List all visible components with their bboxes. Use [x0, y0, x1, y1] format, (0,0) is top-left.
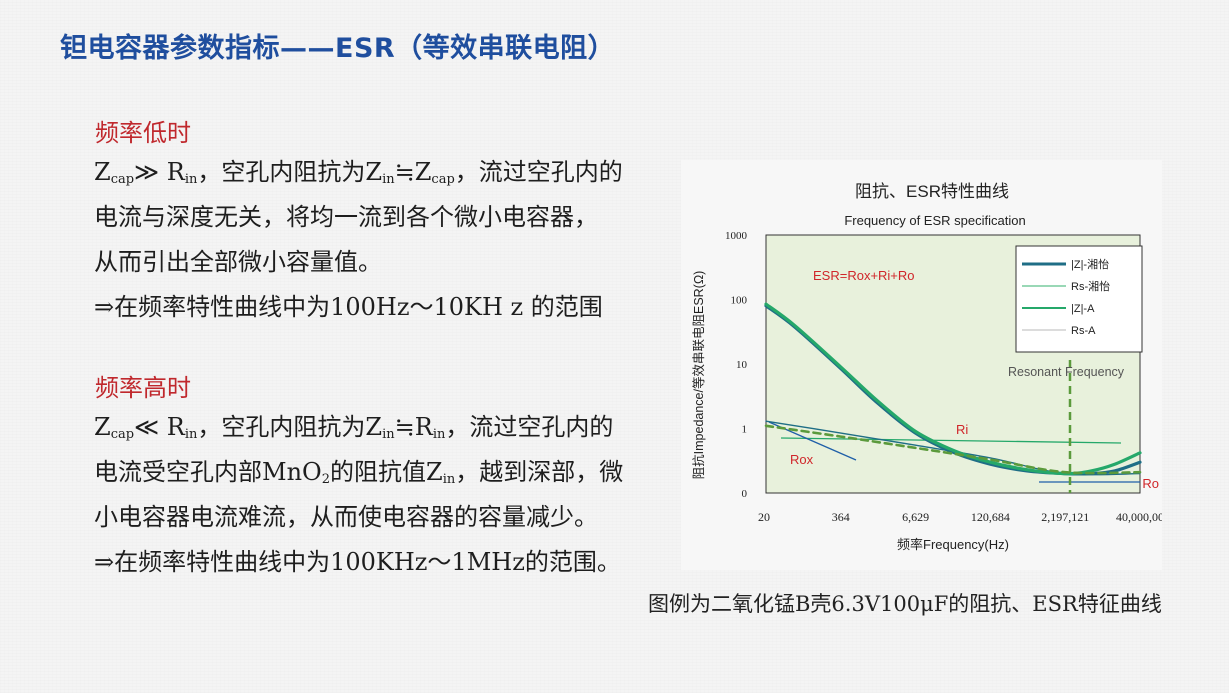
y-tick-label: 1000 — [725, 230, 748, 242]
legend-label: |Z|-A — [1071, 303, 1095, 315]
high-freq-line-3: 小电容器电流难流，从而使电容器的容量减少。 — [94, 503, 598, 531]
y-tick-label: 10 — [736, 359, 748, 371]
legend-label: Rs-湘怡 — [1071, 279, 1110, 293]
y-axis-label: 阻抗Impedance/等效串联电阻ESR(Ω) — [691, 271, 706, 480]
series-line-4 — [764, 424, 1142, 475]
ro-label: Ro — [1142, 476, 1159, 491]
series-layer — [764, 302, 1142, 476]
y-tick-label: 1 — [742, 424, 748, 436]
impedance-esr-chart: 阻抗、ESR特性曲线 Frequency of ESR specificatio… — [691, 182, 1170, 552]
low-freq-heading: 频率低时 — [95, 119, 191, 147]
x-axis-label: 频率Frequency(Hz) — [897, 537, 1009, 552]
chart-subtitle: Frequency of ESR specification — [844, 213, 1025, 228]
chart-card: 阻抗、ESR特性曲线 Frequency of ESR specificatio… — [681, 160, 1170, 570]
rox-label: Rox — [790, 452, 814, 467]
x-tick-label: 6,629 — [902, 510, 929, 524]
high-freq-paragraph: Zcap≪ Rin，空孔内阻抗为Zin≒Rin，流过空孔内的 电流受空孔内部Mn… — [94, 405, 623, 585]
x-tick-label: 364 — [832, 510, 850, 524]
high-freq-line-2: 电流受空孔内部MnO2的阻抗值Zin，越到深部，微 — [94, 458, 624, 487]
x-tick-label: 120,684 — [971, 510, 1010, 524]
legend-label: |Z|-湘怡 — [1071, 257, 1109, 271]
legend-label: Rs-A — [1071, 325, 1096, 337]
chart-title: 阻抗、ESR特性曲线 — [855, 182, 1009, 201]
high-freq-line-4: ⇒在频率特性曲线中为100KHz～1MHz的范围。 — [94, 548, 621, 576]
x-axis-ticks: 20 364 6,629 120,684 2,197,121 40,000,000 — [758, 510, 1170, 524]
x-tick-label: 2,197,121 — [1041, 510, 1089, 524]
y-tick-label: 0 — [742, 488, 748, 500]
low-freq-line-2: 电流与深度无关，将均一流到各个微小电容器， — [94, 203, 598, 231]
figure-caption: 图例为二氧化锰B壳6.3V100μF的阻抗、ESR特征曲线 — [648, 592, 1162, 616]
resonant-frequency-label: Resonant Frequency — [1008, 365, 1125, 379]
low-freq-paragraph: Zcap≫ Rin，空孔内阻抗为Zin≒Zcap，流过空孔内的 电流与深度无关，… — [94, 150, 623, 330]
ri-reference-line — [780, 437, 1122, 444]
esr-formula-label: ESR=Rox+Ri+Ro — [813, 268, 915, 283]
high-freq-line-1: Zcap≪ Rin，空孔内阻抗为Zin≒Rin，流过空孔内的 — [94, 413, 614, 442]
low-freq-line-1: Zcap≫ Rin，空孔内阻抗为Zin≒Zcap，流过空孔内的 — [94, 158, 623, 187]
ri-label: Ri — [956, 422, 968, 437]
low-freq-line-4: ⇒在频率特性曲线中为100Hz～10KH z 的范围 — [94, 293, 603, 321]
x-tick-label: 40,000,000 — [1116, 510, 1162, 524]
x-tick-label: 20 — [758, 510, 770, 524]
y-tick-label: 100 — [731, 295, 748, 307]
high-freq-heading: 频率高时 — [95, 374, 191, 402]
low-freq-line-3: 从而引出全部微小容量值。 — [94, 248, 382, 276]
chart-legend: |Z|-湘怡 Rs-湘怡 |Z|-A Rs-A — [1015, 245, 1143, 353]
slide-title: 钽电容器参数指标——ESR（等效串联电阻） — [60, 33, 616, 64]
